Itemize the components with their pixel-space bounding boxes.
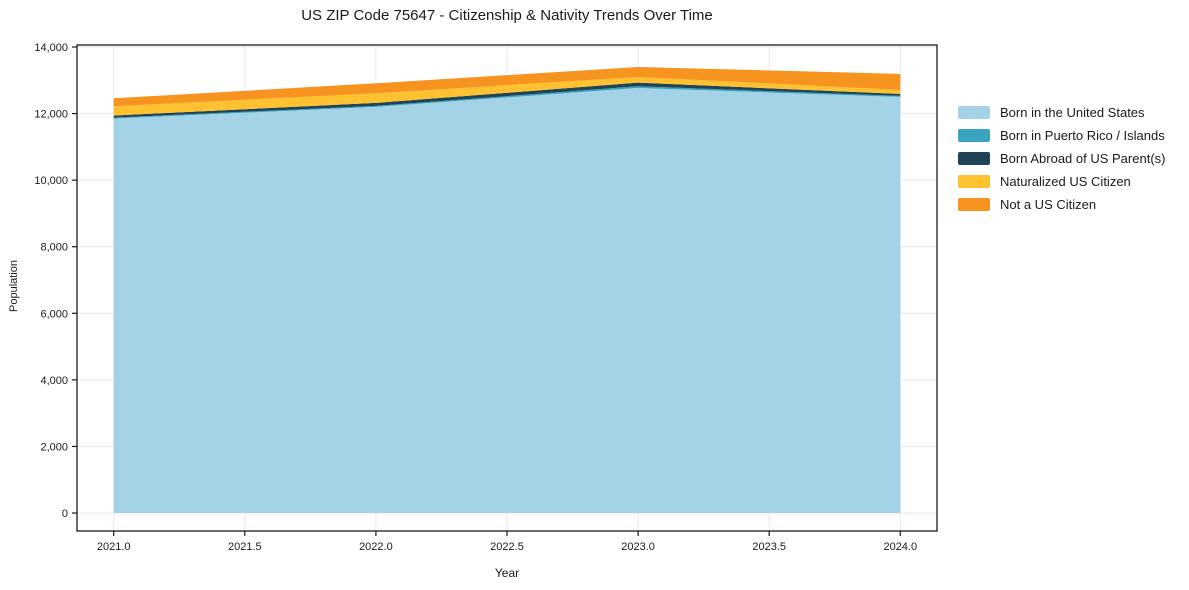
legend-item: Born in the United States (958, 101, 1165, 124)
legend-label: Not a US Citizen (1000, 197, 1097, 212)
x-tick-label: 2023.0 (621, 541, 655, 553)
legend-item: Not a US Citizen (958, 193, 1165, 216)
y-tick-label: 6,000 (40, 308, 68, 320)
legend-swatch (958, 129, 990, 142)
y-tick-label: 10,000 (34, 175, 68, 187)
legend-swatch (958, 152, 990, 165)
x-tick-label: 2022.5 (490, 541, 524, 553)
y-tick-label: 12,000 (34, 109, 68, 121)
area-born-in-the-united-states (113, 87, 901, 514)
legend-swatch (958, 175, 990, 188)
x-tick-label: 2024.0 (883, 541, 917, 553)
y-tick-label: 4,000 (40, 375, 68, 387)
area-not-a-us-citizen (113, 66, 901, 107)
legend-item: Born in Puerto Rico / Islands (958, 124, 1165, 147)
legend: Born in the United States Born in Puerto … (958, 101, 1165, 216)
legend-label: Born in Puerto Rico / Islands (1000, 128, 1165, 143)
y-axis-label: Population (8, 260, 20, 312)
y-tick-label: 14,000 (34, 42, 68, 54)
x-axis-label: Year (494, 566, 520, 580)
y-tick-label: 2,000 (40, 441, 68, 453)
legend-label: Naturalized US Citizen (1000, 174, 1131, 189)
legend-swatch (958, 106, 990, 119)
legend-label: Born in the United States (1000, 105, 1145, 120)
y-tick-label: 8,000 (40, 242, 68, 254)
chart-title: US ZIP Code 75647 - Citizenship & Nativi… (301, 7, 713, 24)
legend-label: Born Abroad of US Parent(s) (1000, 151, 1166, 166)
area-naturalized-us-citizen (113, 76, 901, 116)
area-born-abroad-of-us-parent-s- (113, 82, 901, 118)
x-tick-label: 2021.0 (97, 541, 131, 553)
legend-item: Born Abroad of US Parent(s) (958, 147, 1165, 170)
x-tick-label: 2023.5 (752, 541, 786, 553)
y-tick-label: 0 (62, 508, 68, 520)
legend-swatch (958, 198, 990, 211)
legend-item: Naturalized US Citizen (958, 170, 1165, 193)
x-tick-label: 2022.0 (359, 541, 393, 553)
x-tick-label: 2021.5 (228, 541, 262, 553)
